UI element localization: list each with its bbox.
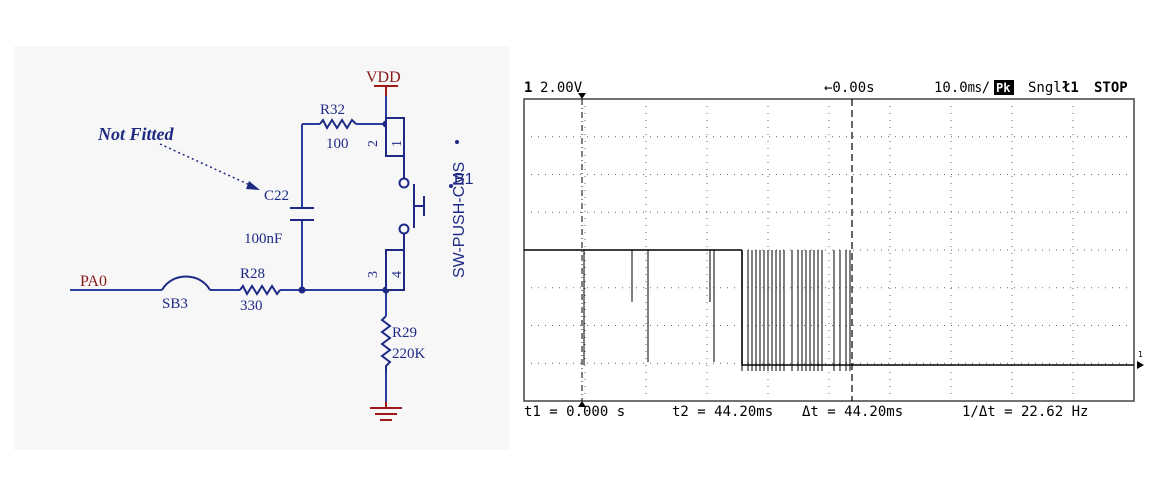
r28-value: 330 — [240, 298, 263, 314]
r29-value: 220K — [392, 346, 426, 362]
scope-channel: 1 — [524, 80, 532, 96]
ground-symbol — [370, 402, 402, 421]
pin-box-top — [385, 117, 405, 157]
switch-part-label: SW-PUSH-CMS — [451, 162, 468, 278]
cursor-t1-bottom-marker — [578, 401, 586, 407]
switch-contact-bottom — [398, 223, 410, 235]
switch-ref-dot — [449, 184, 453, 188]
switch-ref-label: B1 — [454, 171, 474, 188]
pin-label-2: 2 — [366, 140, 381, 147]
scope-trigger-mode: Sngl — [1028, 80, 1062, 96]
sb3-label: SB3 — [162, 296, 188, 312]
r28-resistor — [239, 284, 281, 297]
oscilloscope-drawing: 1 2.00V ←0.00s 10.0㎳/ Pk Sngl ł1 STOP 1 … — [523, 80, 1144, 420]
vdd-label: VDD — [366, 69, 401, 86]
schematic-drawing: Not Fitted VDD PA0 SB3 R32 100 C22 100nF… — [70, 69, 474, 421]
scope-mode-badge: Pk — [996, 81, 1011, 95]
r32-resistor — [319, 118, 357, 131]
pin-label-4: 4 — [390, 271, 405, 278]
oscilloscope-screen: 1 2.00V ←0.00s 10.0㎳/ Pk Sngl ł1 STOP 1 … — [516, 72, 1146, 424]
scope-volts-div: 2.00V — [540, 80, 583, 96]
scope-delay: ←0.00s — [824, 80, 875, 96]
r32-ref: R32 — [320, 102, 345, 118]
c22-value: 100nF — [244, 231, 282, 247]
inverse-delta-t-readout: 1/Δt = 22.62 Hz — [962, 404, 1088, 420]
pushbutton-b1 — [385, 117, 425, 291]
pa0-label: PA0 — [80, 273, 107, 290]
c22-capacitor — [290, 207, 314, 221]
scope-time-div: 10.0㎳/ — [934, 80, 990, 96]
channel-ground-marker — [1137, 361, 1144, 369]
r28-ref: R28 — [240, 266, 265, 282]
ground-marker-label: 1 — [1138, 350, 1143, 359]
switch-contact-top — [398, 177, 410, 189]
scope-trigger-symbol: ł1 — [1062, 80, 1079, 96]
bounce-glitches — [583, 250, 851, 371]
junction-c22 — [298, 286, 306, 294]
sb3-solder-bridge — [161, 275, 211, 291]
pin-label-1: 1 — [390, 140, 405, 147]
not-fitted-arrow — [159, 143, 260, 190]
c22-ref: C22 — [264, 188, 289, 204]
switch-part-dot — [455, 140, 459, 144]
vdd-symbol — [374, 85, 398, 96]
r29-ref: R29 — [392, 325, 417, 341]
pin-box-bottom — [385, 249, 405, 291]
delta-t-readout: Δt = 44.20ms — [802, 404, 903, 420]
button-circuit-schematic: Not Fitted VDD PA0 SB3 R32 100 C22 100nF… — [14, 46, 510, 450]
not-fitted-label: Not Fitted — [97, 124, 174, 144]
pin-label-3: 3 — [366, 271, 381, 278]
cursor-t2-readout: t2 = 44.20ms — [672, 404, 773, 420]
scope-run-state: STOP — [1094, 80, 1128, 96]
schematic-wires — [70, 96, 387, 406]
scope-mode-badge-bg — [994, 80, 1014, 95]
cursor-t1-readout: t1 = 0.000 s — [524, 404, 625, 420]
cursor-t1-top-marker — [578, 93, 586, 99]
r32-value: 100 — [326, 136, 349, 152]
r29-resistor — [380, 315, 392, 372]
